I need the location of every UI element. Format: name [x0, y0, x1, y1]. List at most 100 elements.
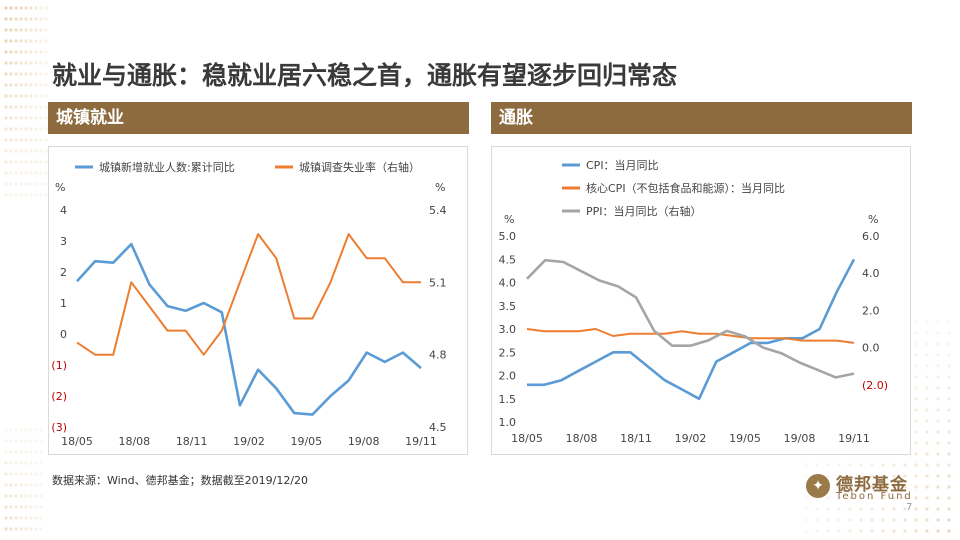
y-tick-label-left: 3.5 — [499, 300, 517, 313]
series-line — [76, 233, 421, 356]
bg-dot — [14, 39, 18, 43]
bg-dot — [892, 507, 896, 511]
bg-dot — [14, 17, 18, 21]
bg-dot — [9, 6, 13, 10]
bg-dot — [914, 463, 918, 467]
bg-dot — [892, 463, 896, 467]
bg-dot — [936, 342, 940, 346]
bg-dot — [39, 160, 43, 164]
bg-dot — [29, 28, 33, 32]
bg-dot — [34, 72, 38, 76]
bg-dot — [947, 331, 951, 335]
bg-dot — [39, 116, 43, 120]
legend-label: PPI：当月同比（右轴） — [586, 204, 702, 218]
bg-dot — [848, 485, 852, 489]
bg-dot — [19, 439, 23, 443]
bg-dot — [24, 83, 28, 87]
series-line — [76, 242, 422, 416]
bg-dot — [914, 419, 918, 423]
bg-dot — [24, 472, 28, 476]
bg-dot — [936, 419, 940, 423]
bg-dot — [14, 50, 18, 54]
bg-dot — [19, 193, 23, 197]
bg-dot — [947, 430, 951, 434]
bg-dot — [914, 320, 918, 324]
bg-dot — [804, 463, 808, 467]
bg-dot — [881, 485, 885, 489]
bg-dot — [925, 342, 929, 346]
bg-dot — [24, 428, 28, 432]
bg-dot — [24, 516, 28, 520]
bg-dot — [19, 149, 23, 153]
bg-dot — [947, 353, 951, 357]
bg-dot — [936, 463, 940, 467]
bg-dot — [44, 171, 48, 175]
bg-dot — [870, 474, 874, 478]
bg-dot — [24, 439, 28, 443]
bg-dot — [947, 463, 951, 467]
bg-dot — [44, 160, 48, 164]
bg-dot — [826, 474, 830, 478]
bg-dot — [947, 529, 951, 533]
bg-dot — [29, 439, 33, 443]
bg-dot — [903, 474, 907, 478]
bg-dot — [39, 138, 43, 142]
bg-dot — [848, 518, 852, 522]
bg-dot — [4, 105, 8, 109]
bg-dot — [14, 160, 18, 164]
bg-dot — [39, 28, 43, 32]
bg-dot — [9, 17, 13, 21]
bg-dot — [29, 182, 33, 186]
bg-dot — [925, 430, 929, 434]
bg-dot — [34, 527, 38, 531]
bg-dot — [24, 116, 28, 120]
series-line — [526, 328, 855, 344]
y-tick-label-left: 3 — [60, 235, 67, 248]
y-tick-label-right: 5.1 — [429, 276, 447, 289]
bg-dot — [947, 320, 951, 324]
bg-dot — [19, 17, 23, 21]
bg-dot — [936, 320, 940, 324]
bg-dot — [903, 485, 907, 489]
x-tick-label: 19/11 — [838, 432, 870, 445]
bg-dot — [39, 50, 43, 54]
bg-dot — [848, 474, 852, 478]
bg-dot — [14, 94, 18, 98]
bg-dot — [936, 331, 940, 335]
bg-dot — [4, 182, 8, 186]
bg-dot — [848, 496, 852, 500]
bg-dot — [947, 507, 951, 511]
bg-dot — [892, 518, 896, 522]
bg-dot — [39, 105, 43, 109]
bg-dot — [19, 505, 23, 509]
bg-dot — [4, 17, 8, 21]
bg-dot — [34, 160, 38, 164]
bg-dot — [34, 6, 38, 10]
bg-dot — [29, 494, 33, 498]
bg-dot — [936, 529, 940, 533]
bg-dot — [19, 483, 23, 487]
bg-dot — [936, 386, 940, 390]
bg-dot — [24, 94, 28, 98]
bg-dot — [859, 463, 863, 467]
bg-dot — [34, 94, 38, 98]
bg-dot — [34, 450, 38, 454]
bg-dot — [34, 516, 38, 520]
bg-dot — [837, 507, 841, 511]
bg-dot — [914, 408, 918, 412]
bg-dot — [19, 527, 23, 531]
x-tick-label: 18/05 — [511, 432, 543, 445]
bg-dot — [9, 149, 13, 153]
bg-dot — [24, 61, 28, 65]
bg-dot — [925, 518, 929, 522]
bg-dot — [24, 494, 28, 498]
bg-dot — [39, 494, 43, 498]
bg-dot — [19, 450, 23, 454]
bg-dot — [947, 518, 951, 522]
bg-dot — [804, 474, 808, 478]
bg-dot — [837, 474, 841, 478]
bg-dot — [892, 485, 896, 489]
bg-dot — [39, 171, 43, 175]
bg-dot — [14, 6, 18, 10]
